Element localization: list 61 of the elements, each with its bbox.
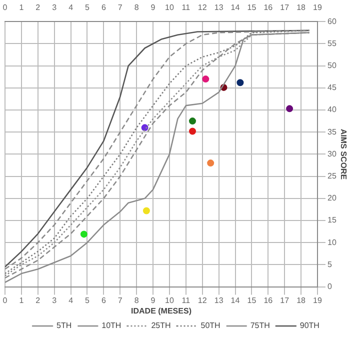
y-tick-label: 20 — [328, 194, 337, 203]
legend-label: 90TH — [300, 321, 320, 330]
x-tick-label: 3 — [52, 296, 58, 305]
x2-tick-label: 17 — [280, 3, 290, 12]
x-tick-label: 2 — [36, 296, 41, 305]
x-tick-label: 19 — [313, 296, 322, 305]
y-tick-label: 60 — [328, 16, 337, 26]
x-tick-label: 10 — [165, 296, 174, 305]
y-tick-label: 50 — [328, 61, 337, 70]
x-tick-label: 14 — [230, 296, 240, 305]
y-tick-label: 0 — [328, 282, 332, 292]
x2-tick-label: 8 — [134, 3, 140, 12]
x-tick-label: 15 — [247, 296, 257, 305]
legend-label: 75TH — [250, 321, 270, 330]
legend-label: 25TH — [151, 321, 171, 330]
x-tick-label: 4 — [68, 296, 74, 305]
x-tick-label: 9 — [150, 296, 156, 305]
y-tick-label: 55 — [328, 38, 337, 48]
y-tick-label: 30 — [328, 149, 337, 158]
y-tick-label: 35 — [328, 127, 337, 136]
legend-label: 5TH — [56, 321, 72, 330]
x2-tick-label: 4 — [68, 3, 74, 12]
x2-tick-label: 19 — [313, 3, 322, 12]
x2-tick-label: 9 — [150, 3, 156, 12]
x-tick-label: 8 — [134, 296, 140, 305]
x2-tick-label: 5 — [85, 3, 90, 12]
y-tick-label: 5 — [328, 260, 332, 269]
x-tick-label: 16 — [264, 296, 274, 305]
x-tick-label: 18 — [296, 296, 306, 305]
x-tick-label: 12 — [198, 296, 208, 305]
y-tick-label: 10 — [328, 238, 337, 247]
y-tick-label: 40 — [328, 105, 337, 114]
x-tick-label: 6 — [101, 296, 106, 305]
x-tick-label: 17 — [280, 296, 290, 305]
x-tick-label: 13 — [214, 296, 224, 305]
x-tick-label: 7 — [118, 296, 123, 305]
x-tick-label: 11 — [182, 296, 191, 305]
x2-tick-label: 11 — [182, 3, 191, 12]
x2-tick-label: 16 — [264, 3, 274, 12]
legend-label: 50TH — [200, 321, 221, 330]
x2-tick-label: 18 — [296, 3, 306, 12]
x2-tick-label: 2 — [36, 3, 41, 12]
x2-tick-label: 12 — [198, 3, 208, 12]
x-tick-label: 5 — [85, 296, 90, 305]
x-tick-label: 0 — [2, 296, 8, 305]
x2-tick-label: 14 — [230, 3, 240, 12]
x2-tick-label: 10 — [165, 3, 174, 12]
x2-tick-label: 6 — [101, 3, 106, 12]
y-tick-label: 45 — [328, 83, 337, 92]
x2-tick-label: 7 — [118, 3, 123, 12]
legend-label: 10TH — [102, 321, 122, 330]
x-axis-title: IDADE (MESES) — [131, 306, 192, 316]
x2-tick-label: 15 — [247, 3, 257, 12]
y-tick-label: 15 — [328, 216, 337, 225]
x2-tick-label: 1 — [19, 3, 24, 12]
y-tick-label: 25 — [328, 172, 337, 181]
y-axis-title: AIMS SCORE — [338, 128, 348, 180]
x2-tick-label: 13 — [214, 3, 224, 12]
x-tick-label: 1 — [19, 296, 24, 305]
x2-tick-label: 0 — [2, 3, 8, 12]
x2-tick-label: 3 — [52, 3, 58, 12]
